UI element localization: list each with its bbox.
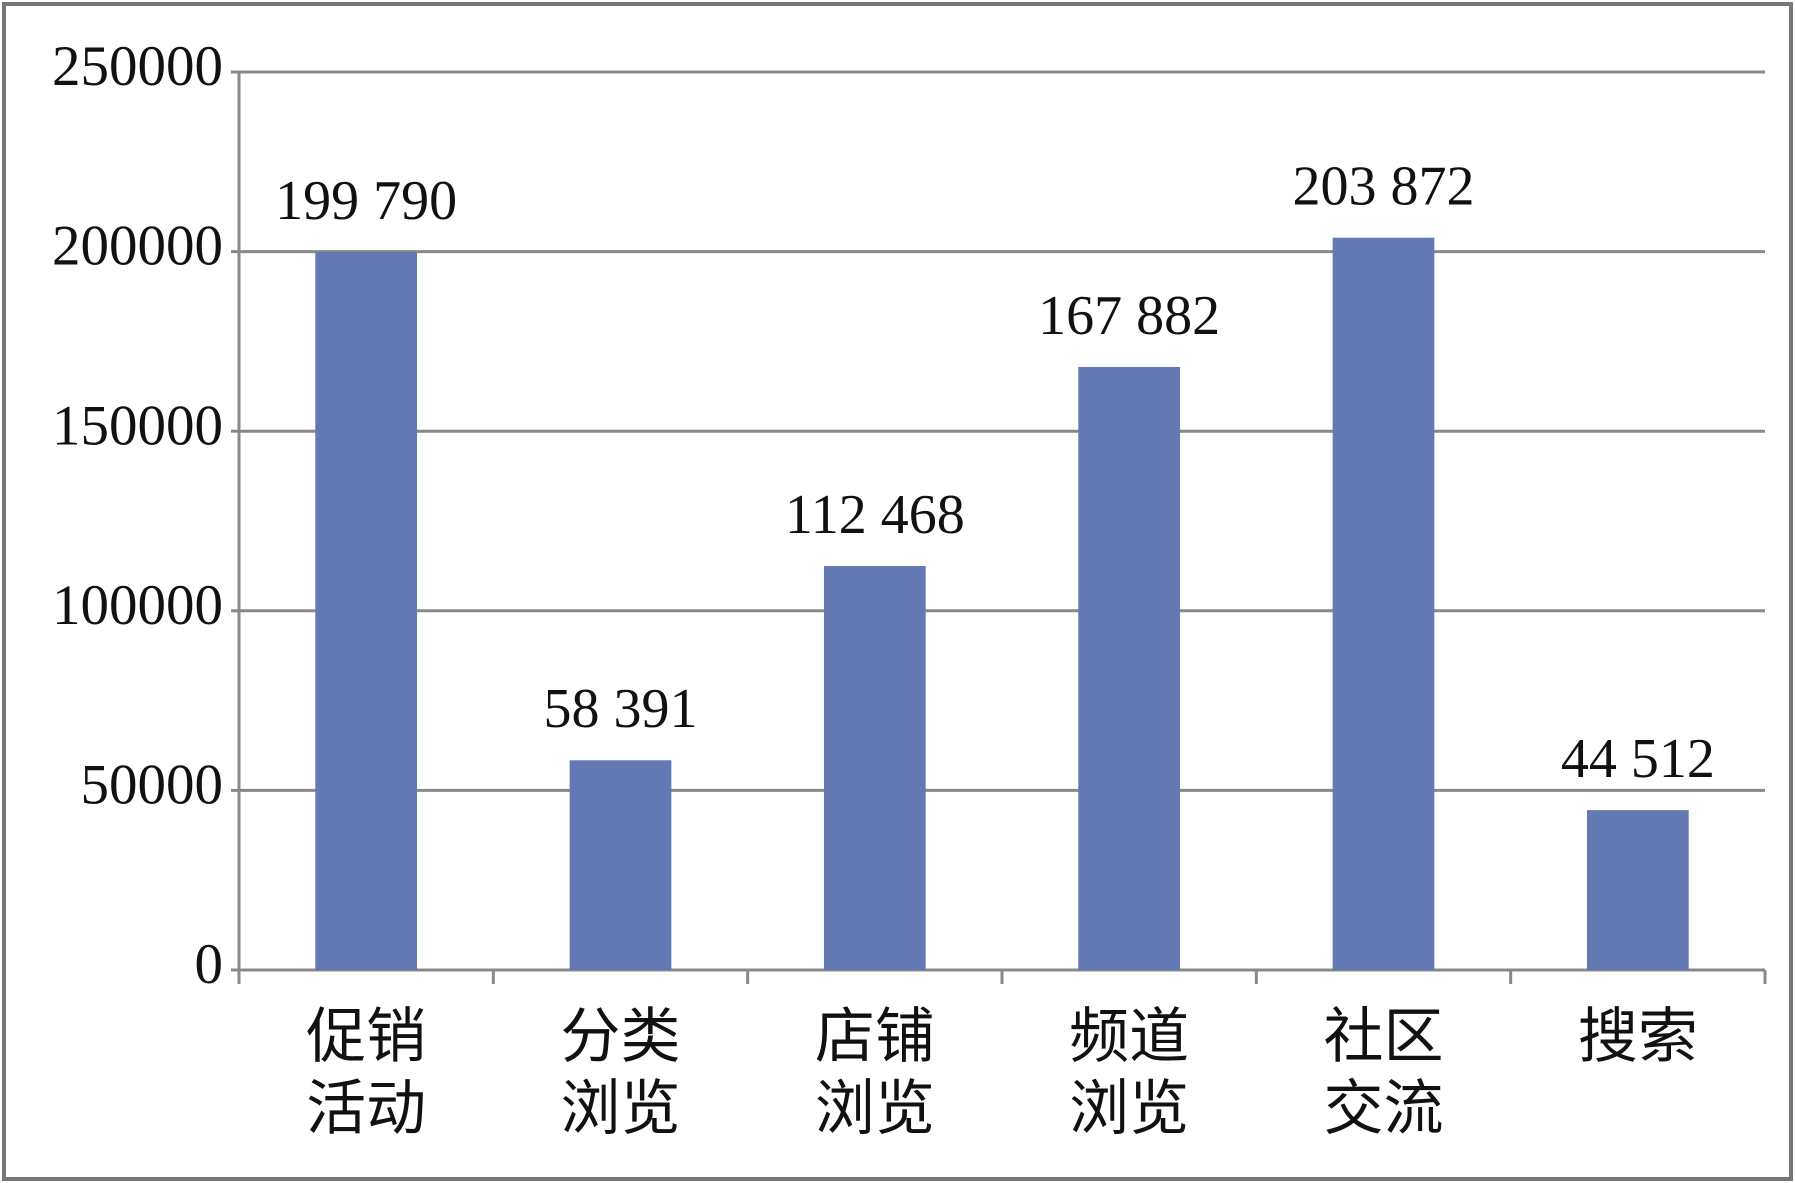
x-tick-label: 分类浏览 (561, 1002, 681, 1144)
bar (823, 566, 926, 970)
bar (1078, 366, 1181, 970)
y-tick-label: 50000 (81, 753, 224, 816)
y-tick-label: 250000 (52, 35, 223, 98)
y-tick-label: 200000 (52, 215, 223, 278)
x-tick-label: 搜索 (1578, 1002, 1698, 1072)
value-label: 167 882 (1038, 285, 1220, 347)
value-label: 58 391 (544, 678, 698, 740)
bar (315, 252, 418, 971)
x-tick-label: 频道浏览 (1069, 1002, 1189, 1144)
value-label: 44 512 (1561, 728, 1715, 790)
value-label: 203 872 (1293, 156, 1475, 218)
y-tick-label: 100000 (52, 574, 223, 637)
x-tick-label: 促销活动 (306, 1002, 426, 1144)
value-label: 199 790 (275, 170, 457, 232)
x-tick-label: 店铺浏览 (815, 1002, 935, 1144)
value-label: 112 468 (785, 484, 965, 546)
bar (569, 760, 672, 970)
y-tick-label: 150000 (52, 394, 223, 457)
bar (1586, 810, 1689, 970)
y-tick-label: 0 (195, 933, 224, 996)
x-tick-label: 社区交流 (1324, 1002, 1444, 1144)
bar (1332, 237, 1435, 970)
